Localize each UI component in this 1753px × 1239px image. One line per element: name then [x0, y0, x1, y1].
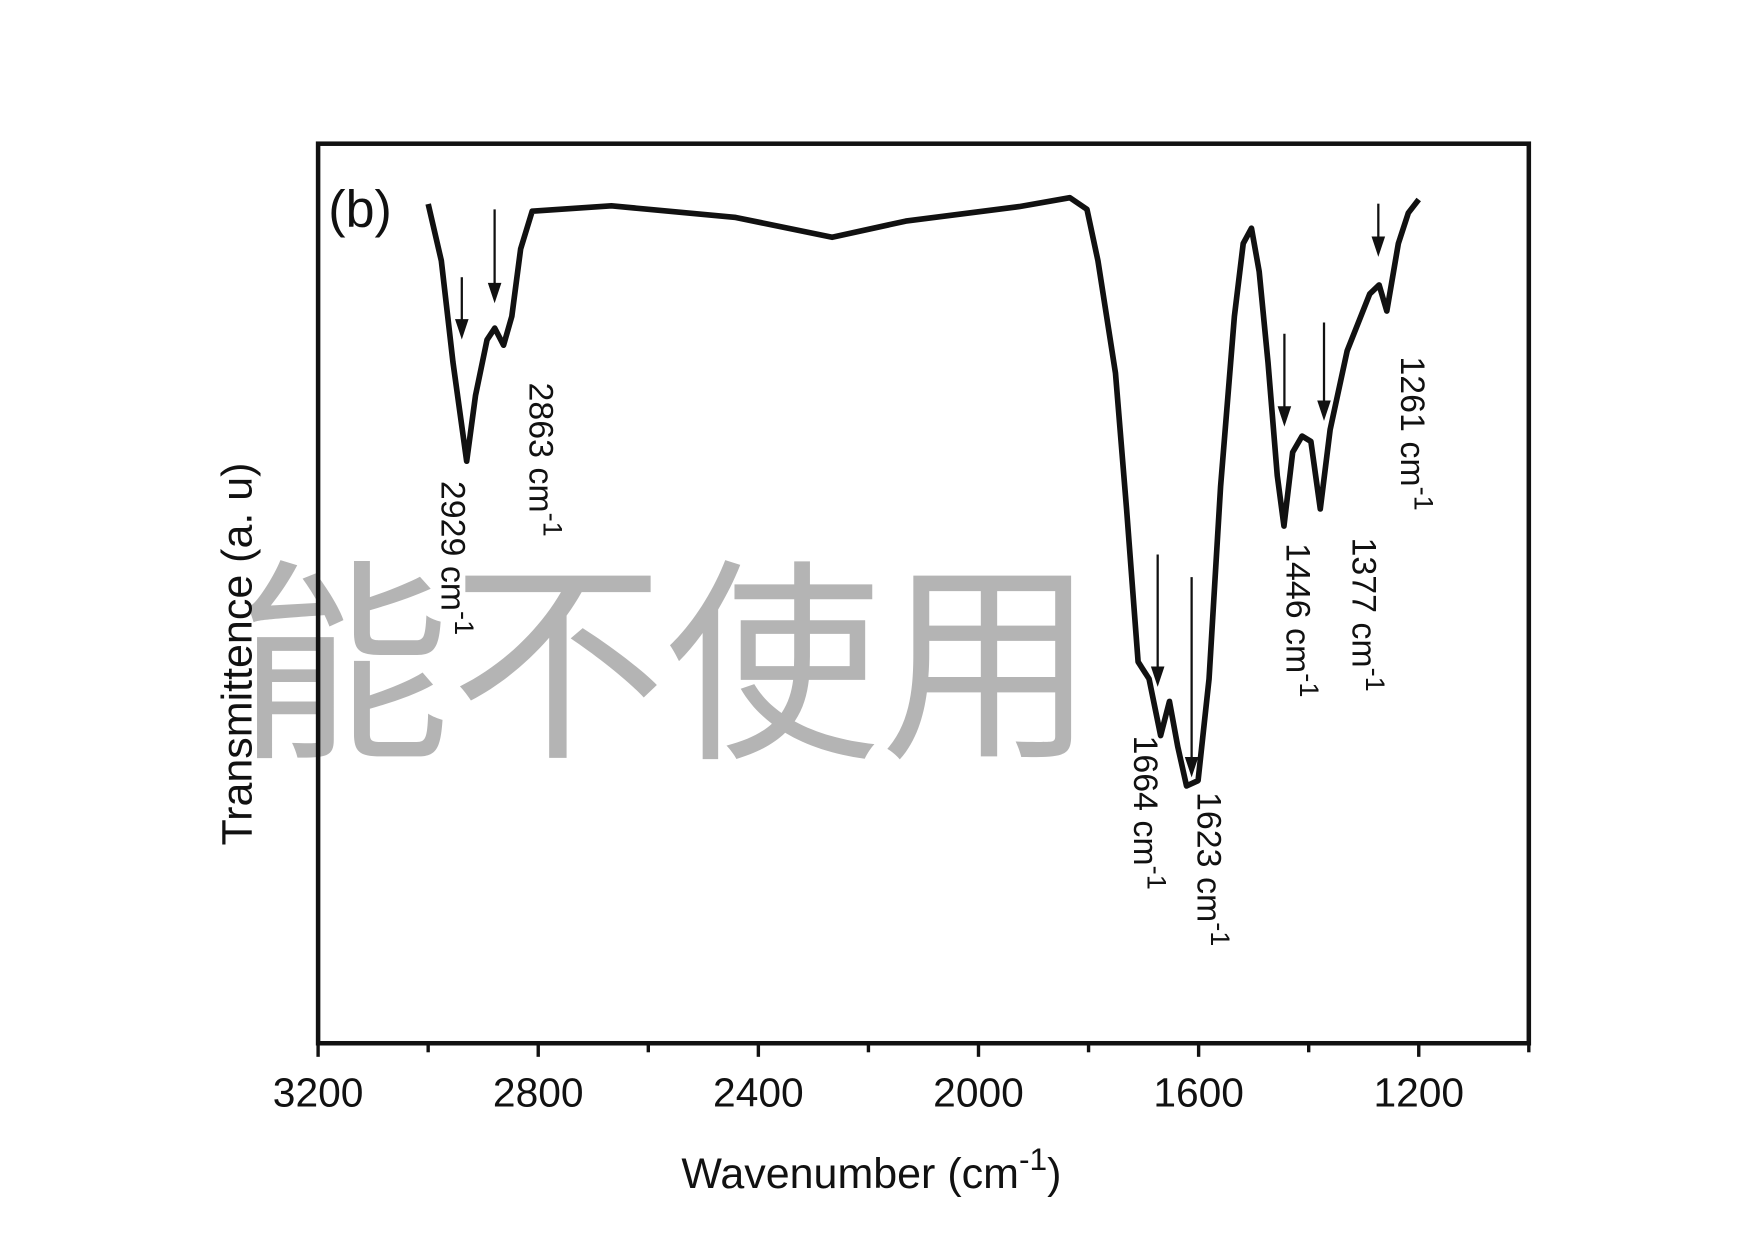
annotation-label: 1446 cm-1	[1279, 543, 1326, 697]
x-tick-label: 3200	[273, 1070, 364, 1116]
annotation-arrowhead	[1184, 756, 1199, 778]
annotation-arrowhead	[1277, 406, 1292, 427]
y-axis-label: Transmittence (a. u)	[213, 463, 261, 846]
annotation-label: 1377 cm-1	[1344, 537, 1391, 691]
annotation-text: 2929 cm	[433, 481, 471, 611]
annotation-arrowhead	[487, 282, 502, 304]
watermark: 能不使用	[236, 546, 1096, 787]
annotation-sup: -1	[1141, 866, 1172, 890]
x-axis-label-sup: -1	[1019, 1141, 1047, 1177]
x-axis-label-close: )	[1047, 1150, 1061, 1198]
annotation-arrowhead	[455, 319, 469, 340]
x-tick-label: 2400	[713, 1070, 804, 1116]
annotation-sup: -1	[1409, 487, 1440, 511]
annotation-label: 2929 cm-1	[433, 481, 480, 635]
annotation-sup: -1	[1294, 673, 1325, 697]
annotation-label: 1623 cm-1	[1189, 792, 1236, 946]
annotation-sup: -1	[449, 611, 480, 635]
annotation-sup: -1	[1360, 668, 1391, 692]
annotation-text: 1664 cm	[1126, 735, 1164, 865]
x-tick-label: 1600	[1153, 1070, 1244, 1116]
x-tick-label: 2800	[493, 1070, 584, 1116]
x-tick-label: 1200	[1373, 1070, 1464, 1116]
plot-frame	[315, 141, 1532, 1046]
annotation-text: 2863 cm	[522, 382, 560, 512]
annotation-sup: -1	[1205, 922, 1236, 946]
annotation-text: 1446 cm	[1279, 543, 1317, 673]
annotation-sup: -1	[537, 513, 568, 537]
panel-label: (b)	[328, 180, 392, 238]
annotation-arrowhead	[1371, 236, 1386, 257]
annotation-arrowhead	[1150, 666, 1165, 687]
x-axis-label-text: Wavenumber (cm	[681, 1150, 1019, 1198]
annotation-text: 1261 cm	[1393, 356, 1431, 486]
spectrum-line	[425, 194, 1421, 789]
annotation-arrowhead	[1317, 400, 1331, 421]
annotation-label: 2863 cm-1	[522, 382, 569, 536]
annotation-text: 1377 cm	[1344, 537, 1382, 667]
annotation-label: 1664 cm-1	[1126, 735, 1173, 889]
x-tick-label: 2000	[933, 1070, 1024, 1116]
annotation-text: 1623 cm	[1189, 792, 1227, 922]
x-axis-label: Wavenumber (cm-1)	[681, 1141, 1061, 1198]
annotation-label: 1261 cm-1	[1393, 356, 1440, 510]
